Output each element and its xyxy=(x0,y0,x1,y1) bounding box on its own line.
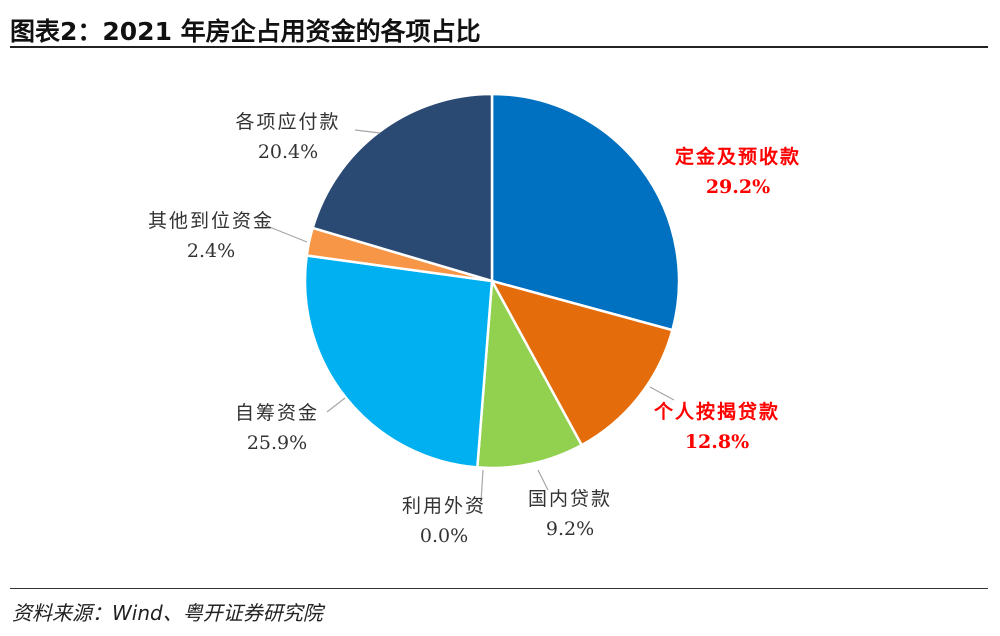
slice-name-label-3: 国内贷款 xyxy=(528,488,612,510)
slice-value-label-1: 29.2% xyxy=(706,176,770,198)
leader-line-slice-4 xyxy=(480,469,484,503)
slice-name-label-7: 各项应付款 xyxy=(235,111,340,133)
pie-slice-1 xyxy=(490,92,681,332)
chart-title: 图表2：2021 年房企占用资金的各项占比 xyxy=(10,17,481,46)
leader-line-slice-6 xyxy=(261,223,308,243)
pie-slice-5 xyxy=(303,254,494,469)
pie-slice-3 xyxy=(475,276,584,470)
pie-slice-2 xyxy=(489,279,674,447)
pie-slice-7 xyxy=(311,92,494,283)
slice-value-label-5: 25.9% xyxy=(247,432,307,454)
source-note: 资料来源：Wind、粤开证券研究院 xyxy=(12,601,323,625)
slice-value-label-3: 9.2% xyxy=(546,518,594,540)
slice-value-label-4: 0.0% xyxy=(420,525,468,547)
slice-name-label-6: 其他到位资金 xyxy=(148,210,274,232)
slice-name-label-5: 自筹资金 xyxy=(235,402,319,424)
leader-line-slice-5 xyxy=(326,397,346,413)
slice-value-label-2: 12.8% xyxy=(685,431,749,453)
slice-name-label-2: 个人按揭贷款 xyxy=(653,400,780,423)
slice-value-label-7: 20.4% xyxy=(258,141,318,163)
leader-line-slice-2 xyxy=(649,386,675,401)
source-divider xyxy=(10,588,988,589)
slice-name-label-4: 利用外资 xyxy=(402,495,486,517)
leader-line-slice-3 xyxy=(537,469,549,491)
slice-value-label-6: 2.4% xyxy=(187,240,235,262)
slice-name-label-1: 定金及预收款 xyxy=(675,145,801,168)
leader-line-slice-7 xyxy=(354,129,381,134)
title-divider xyxy=(10,46,988,48)
